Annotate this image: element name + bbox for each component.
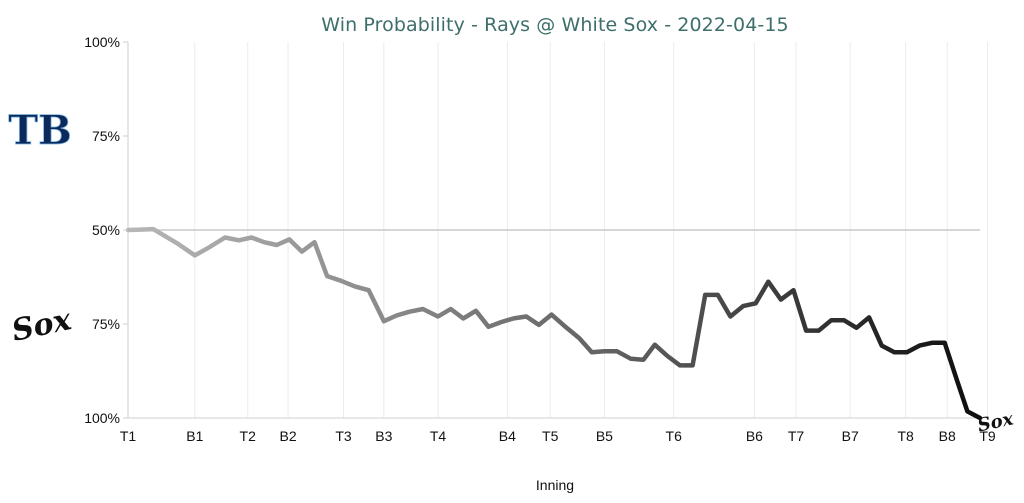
x-tick-label-t8: T8 <box>897 428 914 444</box>
y-tick-label-0: 100% <box>84 34 120 50</box>
x-tick-label-t3: T3 <box>335 428 352 444</box>
chart-title: Win Probability - Rays @ White Sox - 202… <box>321 14 789 36</box>
x-tick-label-t1: T1 <box>120 428 137 444</box>
x-tick-label-t6: T6 <box>666 428 683 444</box>
x-tick-label-b4: B4 <box>499 428 516 444</box>
x-tick-label-b6: B6 <box>746 428 763 444</box>
x-tick-label-b7: B7 <box>842 428 859 444</box>
x-tick-label-t4: T4 <box>430 428 447 444</box>
x-tick-label-t9: T9 <box>979 428 996 444</box>
x-tick-label-t2: T2 <box>240 428 257 444</box>
y-tick-label-2: 50% <box>92 222 120 238</box>
y-tick-label-4: 100% <box>84 410 120 426</box>
white-sox-logo-icon: Sox <box>9 302 76 349</box>
x-tick-label-b1: B1 <box>186 428 203 444</box>
end-marker-logo-text: Sox <box>976 408 1016 436</box>
x-tick-layer: T1 B1 T2 B2 T3 B3 T4 B4 T5 B5 T6 B6 T7 B7 T8 B8 T9 <box>120 428 996 444</box>
rays-logo-icon: TB <box>8 107 72 155</box>
series-layer <box>125 226 983 421</box>
bottom-team-logo-text: Sox <box>9 302 76 349</box>
x-tick-label-b2: B2 <box>280 428 297 444</box>
y-tick-label-3: 75% <box>92 316 120 332</box>
x-tick-label-t5: T5 <box>542 428 559 444</box>
x-tick-label-b3: B3 <box>375 428 392 444</box>
x-tick-label-b8: B8 <box>939 428 956 444</box>
x-tick-label-t7: T7 <box>788 428 805 444</box>
y-tick-layer: 100% 75% 50% 75% 100% <box>84 34 128 426</box>
top-team-logo-text: TB <box>8 107 72 154</box>
win-probability-line <box>125 226 983 421</box>
end-marker-sox-icon: Sox <box>976 408 1016 436</box>
x-tick-label-b5: B5 <box>596 428 613 444</box>
y-tick-label-1: 75% <box>92 128 120 144</box>
x-axis-title: Inning <box>536 477 574 493</box>
